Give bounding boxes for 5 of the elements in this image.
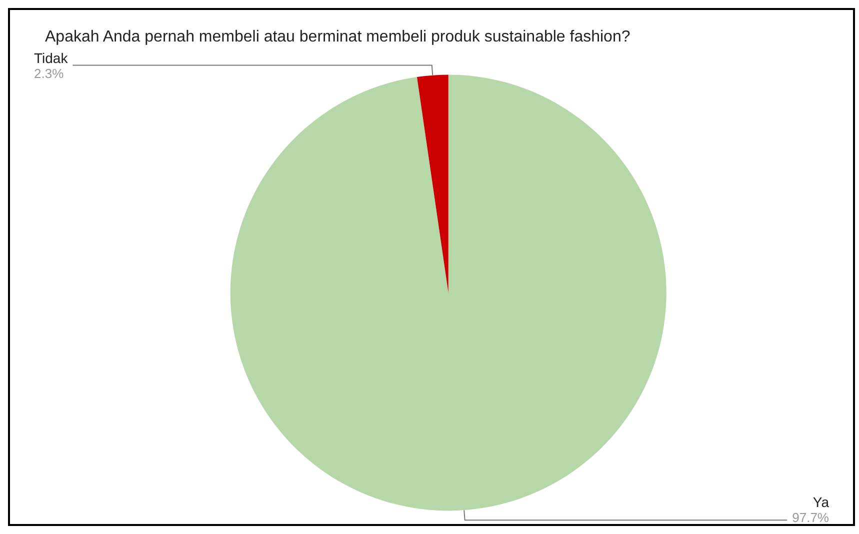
slice-label: Ya <box>812 494 830 510</box>
data-label: 97.7% <box>792 510 830 525</box>
chart-title: Apakah Anda pernah membeli atau berminat membeli produk sustainable fashion? <box>45 28 630 46</box>
slice-label: Tidak <box>34 50 69 66</box>
data-label: 2.3% <box>34 66 64 81</box>
